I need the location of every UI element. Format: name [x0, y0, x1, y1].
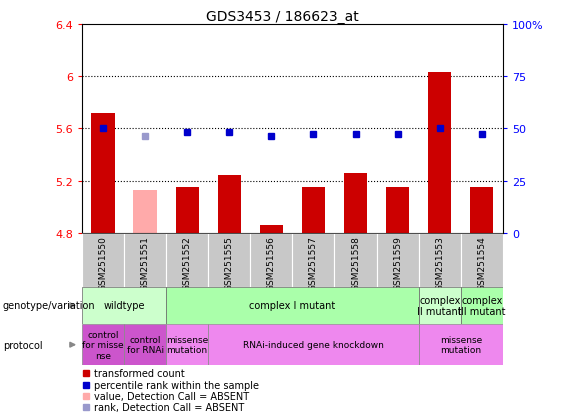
- Bar: [428, 73, 451, 233]
- Bar: [461, 287, 503, 324]
- Bar: [124, 324, 166, 366]
- Bar: [470, 188, 493, 233]
- Text: complex
III mutant: complex III mutant: [458, 295, 506, 316]
- Bar: [124, 233, 166, 287]
- Bar: [344, 173, 367, 233]
- Bar: [302, 188, 325, 233]
- Text: GSM251554: GSM251554: [477, 236, 486, 291]
- Text: complex I mutant: complex I mutant: [249, 301, 336, 311]
- Text: genotype/variation: genotype/variation: [3, 301, 95, 311]
- Text: GSM251551: GSM251551: [141, 236, 150, 291]
- Text: rank, Detection Call = ABSENT: rank, Detection Call = ABSENT: [94, 402, 244, 412]
- Text: transformed count: transformed count: [94, 368, 185, 378]
- Bar: [166, 233, 208, 287]
- Bar: [133, 190, 157, 233]
- Bar: [208, 324, 419, 366]
- Text: GSM251555: GSM251555: [225, 236, 234, 291]
- Text: GSM251552: GSM251552: [182, 236, 192, 291]
- Bar: [293, 233, 334, 287]
- Bar: [334, 233, 376, 287]
- Text: value, Detection Call = ABSENT: value, Detection Call = ABSENT: [94, 391, 249, 401]
- Text: control
for RNAi: control for RNAi: [127, 335, 164, 354]
- Bar: [82, 287, 166, 324]
- Text: missense
mutation: missense mutation: [440, 335, 482, 354]
- Text: GSM251553: GSM251553: [435, 236, 444, 291]
- Text: GSM251558: GSM251558: [351, 236, 360, 291]
- Bar: [166, 324, 208, 366]
- Bar: [208, 233, 250, 287]
- Bar: [250, 233, 293, 287]
- Bar: [386, 188, 409, 233]
- Text: GSM251559: GSM251559: [393, 236, 402, 291]
- Text: control
for misse
nse: control for misse nse: [82, 330, 124, 360]
- Bar: [82, 324, 124, 366]
- Bar: [419, 324, 503, 366]
- Text: RNAi-induced gene knockdown: RNAi-induced gene knockdown: [243, 340, 384, 349]
- Bar: [461, 233, 503, 287]
- Bar: [419, 287, 461, 324]
- Text: protocol: protocol: [3, 340, 42, 350]
- Text: missense
mutation: missense mutation: [166, 335, 208, 354]
- Text: GSM251557: GSM251557: [309, 236, 318, 291]
- Bar: [376, 233, 419, 287]
- Bar: [166, 287, 419, 324]
- Text: GSM251550: GSM251550: [98, 236, 107, 291]
- Text: GSM251556: GSM251556: [267, 236, 276, 291]
- Text: complex
II mutant: complex II mutant: [418, 295, 462, 316]
- Bar: [82, 233, 124, 287]
- Text: wildtype: wildtype: [103, 301, 145, 311]
- Bar: [176, 188, 199, 233]
- Bar: [92, 114, 115, 233]
- Text: GDS3453 / 186623_at: GDS3453 / 186623_at: [206, 10, 359, 24]
- Bar: [419, 233, 461, 287]
- Bar: [260, 225, 283, 233]
- Bar: [218, 176, 241, 233]
- Text: percentile rank within the sample: percentile rank within the sample: [94, 380, 259, 389]
